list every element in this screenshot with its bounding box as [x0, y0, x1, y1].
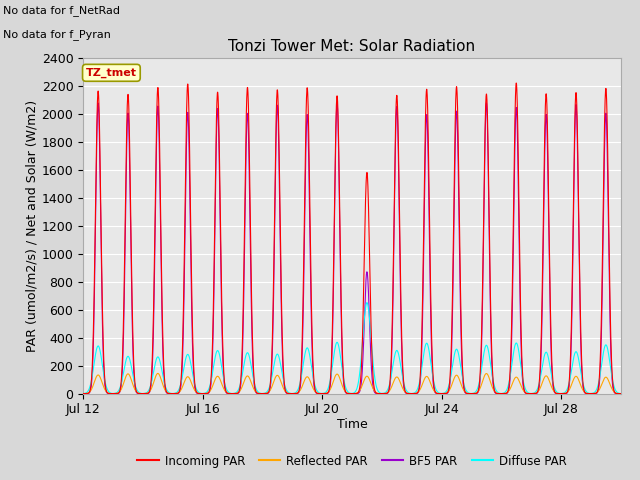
X-axis label: Time: Time [337, 418, 367, 431]
Text: No data for f_Pyran: No data for f_Pyran [3, 29, 111, 40]
Text: TZ_tmet: TZ_tmet [86, 68, 137, 78]
Text: No data for f_NetRad: No data for f_NetRad [3, 5, 120, 16]
Legend: Incoming PAR, Reflected PAR, BF5 PAR, Diffuse PAR: Incoming PAR, Reflected PAR, BF5 PAR, Di… [132, 450, 572, 472]
Title: Tonzi Tower Met: Solar Radiation: Tonzi Tower Met: Solar Radiation [228, 39, 476, 54]
Y-axis label: PAR (umol/m2/s) / Net and Solar (W/m2): PAR (umol/m2/s) / Net and Solar (W/m2) [26, 99, 39, 352]
